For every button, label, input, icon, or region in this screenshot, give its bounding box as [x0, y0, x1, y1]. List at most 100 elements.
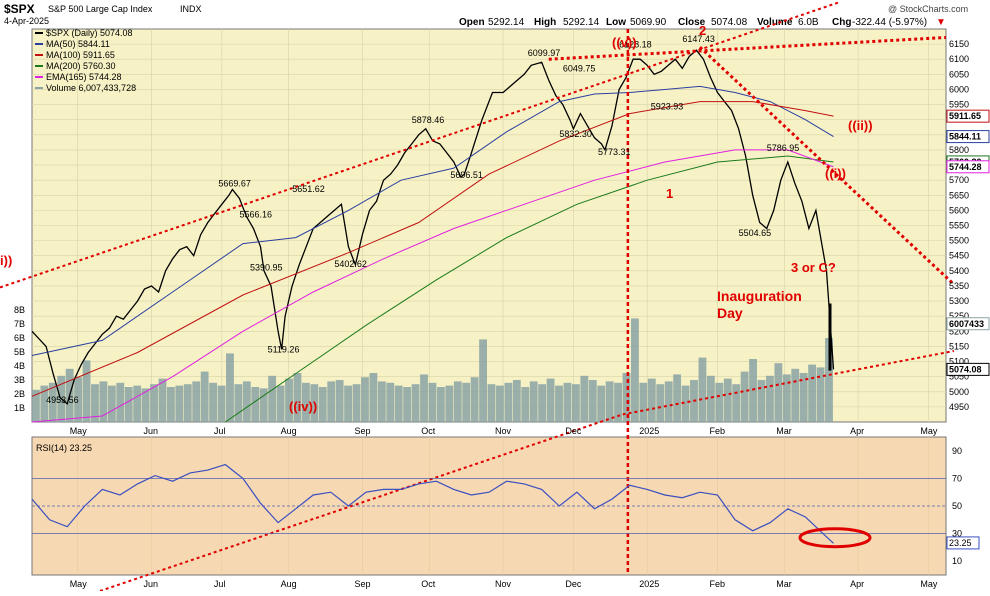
value-badge — [946, 130, 990, 144]
x-tick-label-rsi: May — [70, 579, 88, 589]
x-tick-label-rsi: Aug — [281, 579, 297, 589]
x-tick-label: Nov — [495, 426, 512, 436]
volume-bar — [420, 374, 428, 422]
legend-entry: MA(100) 5911.65 — [46, 50, 115, 60]
price-label: 5832.30 — [559, 129, 592, 139]
volume-bar — [310, 384, 319, 422]
wave-1-label: 1 — [666, 186, 673, 201]
y-tick-label: 5600 — [949, 205, 969, 215]
legend-entry: MA(200) 5760.30 — [46, 61, 116, 71]
value-badge-text: 5074.08 — [949, 364, 982, 374]
x-tick-label-rsi: Nov — [495, 579, 512, 589]
x-tick-label: Oct — [421, 426, 436, 436]
volume-bar — [436, 387, 445, 422]
volume-bar — [706, 375, 715, 422]
volume-bar — [715, 382, 724, 422]
y-tick-label: 5650 — [949, 190, 969, 200]
volume-bar — [361, 377, 369, 422]
date-label: 4-Apr-2025 — [4, 16, 49, 26]
open-label: Open — [459, 17, 485, 28]
y-axis: 4950 5000 5050 5100 5150 5200 5250 5300 5350 5400… — [14, 39, 969, 413]
price-label: 4953.56 — [46, 395, 79, 405]
series-ma-200- — [225, 155, 834, 423]
volume-bar — [825, 338, 833, 422]
rsi-plot: 10 30 50 70 90 23.25 — [31, 446, 980, 566]
inauguration-label-2: Day — [717, 305, 743, 321]
x-tick-label-rsi: Dec — [565, 579, 582, 589]
volume-bar — [546, 378, 555, 422]
wave-ii-label: ((ii)) — [848, 118, 873, 133]
volume-tick-label: 8B — [14, 305, 25, 315]
volume-bar — [732, 384, 741, 422]
price-label: 5773.31 — [598, 147, 631, 157]
volume-bar — [504, 382, 513, 422]
volume-tick-label: 5B — [14, 347, 25, 357]
volume-bar — [799, 373, 808, 422]
legend-entry: $SPX (Daily) 5074.08 — [46, 28, 133, 38]
volume-bar — [32, 389, 40, 422]
volume-bar — [555, 385, 563, 422]
ohlc-readout: Open 5292.14 High 5292.14 Low 5069.90 Cl… — [459, 17, 946, 28]
volume-bar — [394, 385, 403, 422]
price-label: 6099.97 — [528, 48, 561, 58]
volume-bar — [673, 374, 682, 422]
volume-bars — [32, 318, 833, 422]
volume-bar — [571, 384, 580, 422]
series-lines — [31, 49, 835, 423]
low-label: Low — [606, 17, 626, 28]
inauguration-label-1: Inauguration — [717, 288, 802, 304]
volume-bar — [166, 387, 175, 422]
volume-bar — [403, 387, 412, 422]
volume-bar — [352, 384, 361, 422]
volume-bar — [479, 339, 487, 422]
wave-i-label: ((i)) — [825, 166, 846, 181]
volume-bar — [808, 364, 817, 422]
lower-support-trendline-ext — [99, 413, 623, 592]
volume-bar — [538, 384, 547, 422]
volume-bar — [462, 382, 471, 422]
rsi-label: RSI(14) 23.25 — [36, 443, 92, 453]
series-ema-165- — [31, 149, 834, 423]
volume-bar — [116, 382, 125, 422]
volume-bar — [301, 382, 310, 422]
legend-entry: MA(50) 5844.11 — [46, 39, 110, 49]
series--spx-daily- — [31, 49, 835, 406]
price-label: 5923.93 — [651, 101, 684, 111]
volume-bar — [791, 368, 800, 422]
volume-bar — [622, 373, 631, 422]
rsi-line — [31, 463, 834, 544]
y-tick-label: 5250 — [949, 311, 969, 321]
x-tick-label: May — [920, 426, 938, 436]
volume-bar — [470, 377, 479, 422]
value-badge-text: 5844.11 — [949, 132, 981, 142]
price-label: 6128.18 — [619, 40, 652, 50]
price-label: 5402.62 — [334, 259, 367, 269]
volume-bar — [521, 387, 530, 422]
volume-bar — [259, 388, 268, 422]
y-tick-label: 4950 — [949, 402, 969, 412]
volume-bar — [647, 378, 656, 422]
volume-bar — [445, 385, 454, 422]
y-tick-label: 5300 — [949, 296, 969, 306]
open-value: 5292.14 — [488, 17, 525, 28]
x-tick-label-rsi: Jun — [144, 579, 159, 589]
price-labels: 4953.56 5669.67 5566.16 5390.95 5119.26 5651.… — [46, 34, 799, 405]
rsi-tick-label: 10 — [952, 556, 962, 566]
x-tick-label-rsi: 2025 — [639, 579, 659, 589]
watermark: @ StockCharts.com — [888, 4, 968, 14]
wave-left-label: i)) — [0, 253, 12, 268]
volume-bar — [124, 387, 133, 422]
x-tick-label: Aug — [281, 426, 297, 436]
price-label: 6147.43 — [682, 34, 715, 44]
rsi-tick-label: 30 — [952, 529, 962, 539]
volume-bar — [251, 387, 260, 422]
rsi-tick-label: 50 — [952, 501, 962, 511]
volume-bar — [496, 385, 504, 422]
price-label: 5504.65 — [739, 228, 772, 238]
y-tick-label: 5200 — [949, 326, 969, 336]
price-label: 5119.26 — [268, 345, 300, 355]
value-badge — [946, 109, 990, 123]
volume-bar — [335, 380, 344, 422]
value-badge — [946, 362, 990, 376]
volume-bar — [563, 382, 572, 422]
